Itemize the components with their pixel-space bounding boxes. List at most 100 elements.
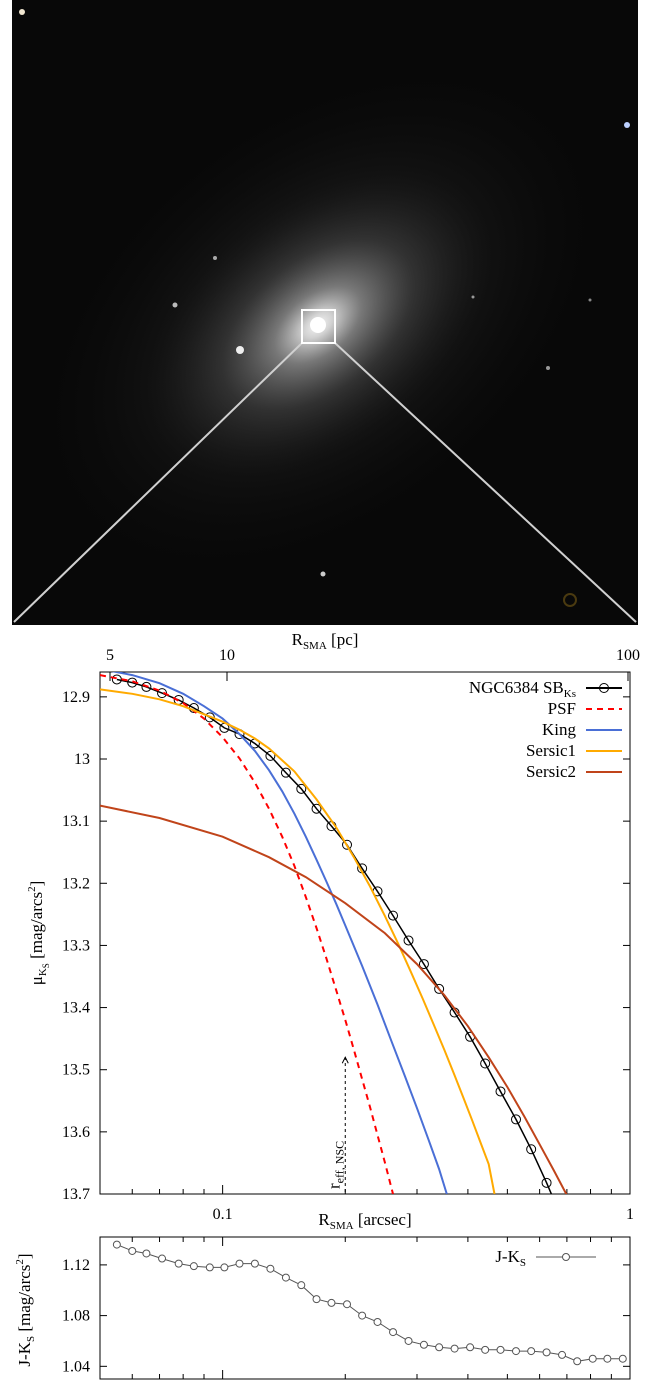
data-point bbox=[434, 983, 445, 994]
top-axis: RSMA [pc] 5 10 100 bbox=[106, 630, 640, 681]
data-point bbox=[481, 1345, 490, 1354]
legend-label: Sersic1 bbox=[526, 741, 576, 760]
data-point bbox=[220, 1263, 229, 1272]
data-point bbox=[466, 1343, 475, 1352]
zoom-line-left bbox=[13, 342, 303, 623]
data-point bbox=[373, 1317, 382, 1326]
color-y-axis-label: J-KS [mag/arcs2] bbox=[14, 1253, 37, 1366]
top-axis-label: RSMA [pc] bbox=[292, 630, 359, 652]
top-tick-label: 5 bbox=[106, 647, 114, 664]
y-tick-label: 1.08 bbox=[62, 1308, 90, 1325]
data-point bbox=[250, 1259, 259, 1268]
star bbox=[236, 346, 244, 354]
data-point bbox=[312, 1295, 321, 1304]
x-tick-label: 0.1 bbox=[213, 1206, 233, 1223]
data-point bbox=[573, 1357, 582, 1366]
data-point bbox=[512, 1347, 521, 1356]
y-tick-label: 13.7 bbox=[62, 1186, 90, 1203]
star bbox=[471, 295, 475, 299]
galaxy-nucleus bbox=[310, 317, 326, 333]
y-tick-label: 13.1 bbox=[62, 813, 90, 830]
data-point bbox=[418, 959, 429, 970]
data-point bbox=[281, 1273, 290, 1282]
data-point bbox=[342, 839, 353, 850]
data-point bbox=[435, 1343, 444, 1352]
star bbox=[19, 9, 25, 15]
data-point bbox=[265, 750, 276, 761]
series-line-king bbox=[110, 672, 448, 1194]
star bbox=[563, 593, 577, 607]
galaxy-image bbox=[12, 0, 638, 625]
legend-marker bbox=[562, 1253, 570, 1261]
data-point bbox=[189, 1262, 198, 1271]
y-tick-label: 13 bbox=[74, 751, 90, 768]
data-point bbox=[480, 1058, 491, 1069]
reff-arrow-head bbox=[341, 1056, 349, 1064]
data-point bbox=[603, 1354, 612, 1363]
data-point bbox=[358, 1311, 367, 1320]
data-point bbox=[327, 1298, 336, 1307]
y-tick-label: 1.04 bbox=[62, 1358, 90, 1375]
data-point bbox=[280, 767, 291, 778]
color-legend: J-KS bbox=[495, 1247, 596, 1269]
legend-label: J-KS bbox=[495, 1247, 526, 1269]
legend-label: PSF bbox=[548, 699, 576, 718]
data-point bbox=[389, 1328, 398, 1337]
star bbox=[588, 298, 592, 302]
series-line-ngc6384-sb bbox=[116, 678, 553, 1194]
series-line-sersic1 bbox=[100, 688, 496, 1194]
data-point bbox=[404, 1336, 413, 1345]
star bbox=[546, 366, 550, 370]
data-point bbox=[235, 1259, 244, 1268]
data-point bbox=[403, 935, 414, 946]
data-point bbox=[141, 681, 152, 692]
data-point bbox=[588, 1295, 597, 1304]
y-tick-label: 13.6 bbox=[62, 1124, 90, 1141]
data-point bbox=[343, 1300, 352, 1309]
data-point bbox=[588, 1354, 597, 1363]
star bbox=[624, 122, 630, 128]
star bbox=[320, 571, 326, 577]
data-point bbox=[542, 1348, 551, 1357]
data-point bbox=[311, 803, 322, 814]
data-point bbox=[388, 910, 399, 921]
data-point bbox=[419, 1340, 428, 1349]
y-tick-label: 13.2 bbox=[62, 875, 90, 892]
data-point bbox=[111, 674, 122, 685]
data-point bbox=[558, 1350, 567, 1359]
main-plot-frame bbox=[99, 671, 631, 1195]
color-plot-frame bbox=[99, 1236, 631, 1380]
legend-label: Sersic2 bbox=[526, 762, 576, 781]
data-point bbox=[450, 1344, 459, 1353]
data-point bbox=[526, 1144, 537, 1155]
y-tick-label: 13.4 bbox=[62, 1000, 90, 1017]
data-point bbox=[541, 1177, 552, 1188]
y-tick-label: 13.5 bbox=[62, 1062, 90, 1079]
data-point bbox=[296, 783, 307, 794]
series-line-sersic2 bbox=[100, 804, 568, 1194]
series-line-jk bbox=[116, 1244, 623, 1362]
legend-label: NGC6384 SBKs bbox=[469, 678, 576, 700]
y-tick-label: 1.12 bbox=[62, 1257, 90, 1274]
data-point bbox=[573, 1252, 582, 1261]
data-point bbox=[112, 1240, 121, 1249]
data-point bbox=[174, 1259, 183, 1268]
top-tick-label: 100 bbox=[616, 647, 640, 664]
legend-label: King bbox=[542, 720, 577, 739]
main-x-axis-label: RSMA [arcsec] bbox=[318, 1210, 411, 1232]
data-point bbox=[495, 1086, 506, 1097]
data-point bbox=[618, 1354, 627, 1363]
y-tick-label: 13.3 bbox=[62, 937, 90, 954]
data-point bbox=[266, 1264, 275, 1273]
y-tick-label: 12.9 bbox=[62, 689, 90, 706]
data-point bbox=[158, 1254, 167, 1263]
star bbox=[172, 302, 178, 308]
color-chart: 1.04 1.08 1.12 J-KS [mag/arcs2] J-KS bbox=[14, 1236, 631, 1380]
data-point bbox=[511, 1114, 522, 1125]
x-tick-label: 1 bbox=[626, 1206, 634, 1223]
legend-marker bbox=[599, 683, 609, 693]
zoom-line-right bbox=[334, 342, 637, 623]
reff-annotation: reff, NSC bbox=[324, 1056, 349, 1192]
